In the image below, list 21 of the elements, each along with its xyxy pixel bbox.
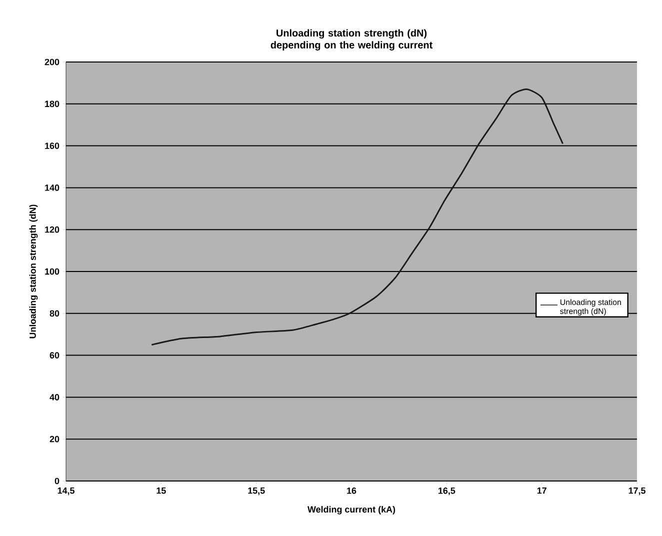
y-tick-label: 0	[54, 478, 60, 484]
x-tick-label: 17,5	[628, 488, 646, 496]
y-tick-label: 20	[50, 436, 60, 442]
x-tick-label: 14,5	[58, 488, 74, 496]
x-tick-label: 15	[156, 488, 166, 494]
x-tick-label: 17	[537, 488, 546, 494]
y-tick-label: 120	[45, 226, 60, 233]
y-tick-label: 40	[50, 394, 60, 400]
x-tick-label: 16	[347, 488, 356, 494]
y-tick-label: 140	[45, 184, 60, 191]
y-tick-label: 180	[45, 100, 60, 108]
y-tick-label: 100	[45, 268, 60, 275]
y-axis-title: Unloading station strength (dN)	[29, 204, 38, 338]
x-tick-label: 15,5	[248, 488, 265, 496]
chart-title: Unloading station strength (dN) depending on the welding current	[270, 29, 432, 51]
y-tick-label: 80	[50, 310, 60, 317]
y-tick-label: 60	[50, 352, 60, 358]
y-tick-label: 200	[44, 58, 60, 66]
y-tick-label: 160	[45, 142, 60, 149]
x-axis-title: Welding current (kA)	[308, 506, 396, 514]
x-tick-label: 16,5	[438, 488, 456, 496]
